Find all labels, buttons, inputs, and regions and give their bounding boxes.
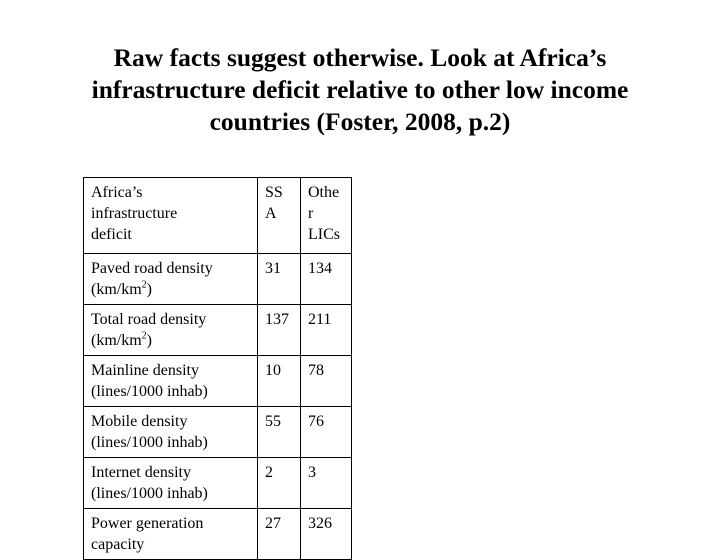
table-row: Paved road density (km/km2) 31 134	[83, 253, 352, 305]
row-label-cell: Internet density (lines/1000 inhab)	[83, 457, 258, 509]
header-cell-other-lics: Othe r LICs	[300, 177, 352, 254]
header-cell-ssa: SS A	[257, 177, 301, 254]
slide-title-line: Raw facts suggest otherwise. Look at Afr…	[113, 43, 607, 72]
slide-title-line: countries (Foster, 2008, p.2)	[209, 107, 511, 136]
ssa-value-cell: 2	[257, 457, 301, 509]
infrastructure-table: Africa’s infrastructure deficit SS A Oth…	[83, 177, 352, 560]
table-row: Power generation capacity 27 326	[83, 508, 352, 560]
ssa-value-cell: 27	[257, 508, 301, 560]
other-lics-value-cell: 3	[300, 457, 352, 509]
row-label-cell: Power generation capacity	[83, 508, 258, 560]
other-lics-value-cell: 76	[300, 406, 352, 458]
row-label-cell: Paved road density (km/km2)	[83, 253, 258, 305]
other-lics-value-cell: 326	[300, 508, 352, 560]
table-row: Mainline density (lines/1000 inhab) 10 7…	[83, 355, 352, 407]
other-lics-value-cell: 211	[300, 304, 352, 356]
ssa-value-cell: 137	[257, 304, 301, 356]
ssa-value-cell: 31	[257, 253, 301, 305]
row-label-cell: Mainline density (lines/1000 inhab)	[83, 355, 258, 407]
row-label-cell: Mobile density (lines/1000 inhab)	[83, 406, 258, 458]
table-header-row: Africa’s infrastructure deficit SS A Oth…	[83, 177, 352, 254]
header-cell-indicator: Africa’s infrastructure deficit	[83, 177, 258, 254]
slide-title-line: infrastructure deficit relative to other…	[91, 75, 629, 104]
ssa-value-cell: 10	[257, 355, 301, 407]
table-row: Total road density (km/km2) 137 211	[83, 304, 352, 356]
table-row: Internet density (lines/1000 inhab) 2 3	[83, 457, 352, 509]
other-lics-value-cell: 78	[300, 355, 352, 407]
slide-title: Raw facts suggest otherwise. Look at Afr…	[40, 42, 680, 138]
other-lics-value-cell: 134	[300, 253, 352, 305]
row-label-cell: Total road density (km/km2)	[83, 304, 258, 356]
table-row: Mobile density (lines/1000 inhab) 55 76	[83, 406, 352, 458]
ssa-value-cell: 55	[257, 406, 301, 458]
